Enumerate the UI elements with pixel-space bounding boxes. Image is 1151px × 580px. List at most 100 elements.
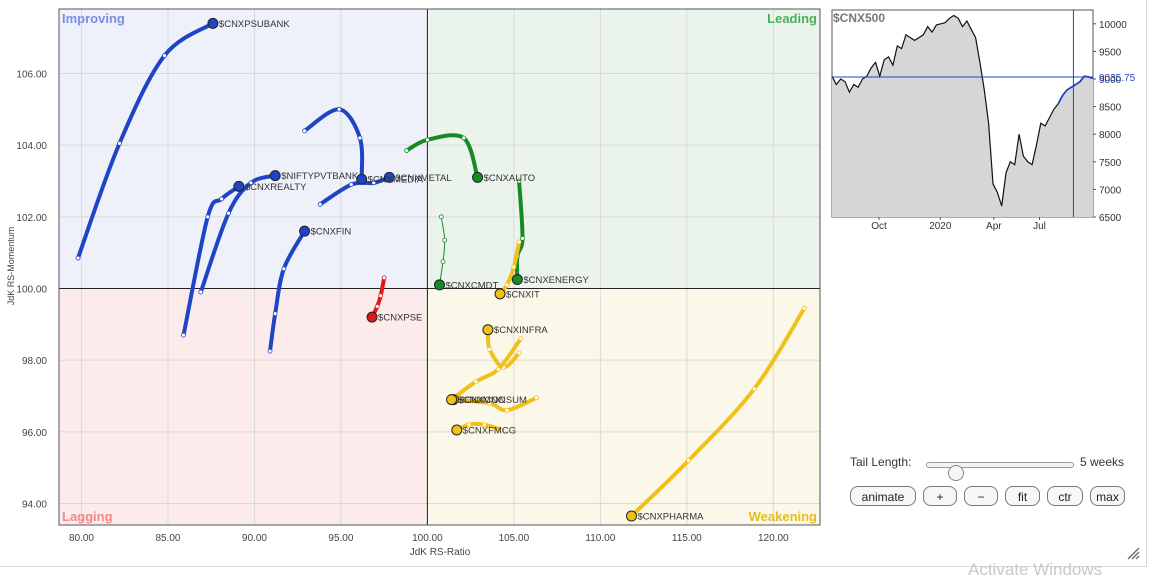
quadrant-label-leading: Leading [767, 11, 817, 26]
tail-point [516, 178, 522, 184]
tail-point [520, 235, 525, 241]
head-cnxpharma[interactable] [625, 510, 637, 522]
mini-chart-title: $CNX500 [833, 11, 885, 25]
tail-point [516, 239, 522, 245]
tail-point [117, 140, 122, 146]
mini-y-tick-label: 6500 [1099, 213, 1122, 224]
controls-panel: Tail Length: 5 weeks animate + − fit ctr… [850, 452, 1130, 522]
heads [207, 17, 637, 522]
max-button[interactable]: max [1090, 486, 1125, 506]
x-tick-label: 80.00 [69, 533, 94, 544]
tail-point [248, 180, 254, 186]
tail-length-label: Tail Length: [850, 455, 912, 469]
tail-point [219, 196, 224, 202]
animate-button[interactable]: animate [850, 486, 916, 506]
tail-point [518, 336, 524, 342]
activate-windows-watermark: Activate Windows [968, 560, 1103, 579]
y-tick-label: 94.00 [22, 500, 47, 511]
zoom-in-button[interactable]: + [923, 486, 957, 506]
mini-x-tick-label: 2020 [929, 221, 952, 232]
tail-cnxrealty [181, 184, 241, 338]
quadrant-backgrounds [59, 9, 820, 525]
tail-cnxfin [268, 229, 307, 354]
tail-point [381, 275, 387, 281]
tail-point [442, 237, 448, 243]
index-line [831, 14, 1059, 207]
tail-point [504, 407, 510, 413]
tail-point [336, 106, 342, 112]
zoom-out-button[interactable]: − [964, 486, 998, 506]
tail-point [466, 422, 472, 428]
series-label: $CNXPHARMA [637, 512, 704, 523]
head-cnxpsubank[interactable] [207, 17, 219, 29]
y-tick-label: 98.00 [22, 356, 47, 367]
head-cnxmetal[interactable] [383, 171, 395, 183]
mini-y-tick-label: 9500 [1099, 47, 1122, 58]
y-tick-label: 96.00 [22, 428, 47, 439]
series-label: $CNXMEDIA [368, 175, 424, 186]
tail-point [686, 458, 691, 463]
y-tick-label: 104.00 [16, 141, 47, 152]
head-cnxauto[interactable] [472, 171, 484, 183]
tail-point [357, 135, 363, 141]
x-tick-label: 105.00 [499, 533, 530, 544]
tail-point [378, 293, 384, 299]
mini-x-tick-label: Jul [1033, 221, 1046, 232]
head-cnxfin[interactable] [299, 225, 311, 237]
tail-point [281, 266, 287, 272]
series-label: $CNXIT [506, 289, 540, 300]
tail-length-slider-thumb[interactable] [948, 465, 965, 481]
head-cnxrealty[interactable] [233, 180, 245, 192]
head-cnxinfra[interactable] [482, 324, 494, 336]
series-label: $CNXAUTO [484, 173, 536, 184]
series-label: $CNXMNC [458, 395, 505, 406]
tail-cnxauto [404, 133, 480, 180]
mini-x-tick-label: Oct [871, 221, 887, 232]
tail-point [487, 347, 493, 352]
head-cnxfmcg[interactable] [451, 424, 463, 436]
mini-y-tick-label: 9000 [1099, 75, 1122, 86]
head-cnxmedia[interactable] [356, 173, 368, 185]
head-cnxmnc[interactable] [446, 394, 458, 406]
fit-button[interactable]: fit [1005, 486, 1040, 506]
tail-point [371, 180, 377, 186]
tail-point [162, 53, 167, 58]
last-value-label: 9035.75 [1099, 73, 1136, 84]
mini-plot-area: 10000 9500 9000 8500 8000 7500 7000 6500 9035.75… [831, 9, 1136, 232]
tail-point [226, 210, 231, 216]
head-niftypvtbank[interactable] [269, 170, 281, 182]
series-label: $CNXFMCG [463, 426, 516, 437]
tail-cnxpharma [629, 306, 807, 518]
series-label: $CNXINFRA [494, 325, 549, 336]
tail-length-row: Tail Length: 5 weeks [850, 454, 1130, 481]
tail-point [751, 386, 757, 392]
resize-handle-icon[interactable] [1126, 546, 1140, 560]
head-cnxenergy[interactable] [511, 274, 523, 286]
tail-point [802, 305, 807, 311]
tail-cnxconsum [451, 395, 539, 413]
head-cnxit[interactable] [494, 288, 506, 300]
tail-point [499, 427, 505, 433]
tail-cnxfmcg [454, 422, 504, 433]
x-tick-label: 100.00 [412, 533, 443, 544]
tail-point [348, 182, 354, 187]
series-label: $CNXCONSUM [459, 395, 527, 406]
x-tick-label: 120.00 [758, 533, 789, 544]
tail-point [504, 282, 510, 288]
tail-point [302, 128, 307, 134]
head-cnxpse[interactable] [366, 311, 378, 323]
tail-point [424, 137, 430, 143]
tail-cnxinfra [485, 327, 522, 370]
head-cnxcmdt[interactable] [434, 279, 445, 291]
series-label: $NIFTYPVTBANK [281, 171, 359, 182]
y-tick-label: 102.00 [16, 213, 47, 224]
tail-length-slider[interactable] [926, 462, 1074, 481]
tail-cnxmnc [449, 336, 523, 402]
tail-point [533, 395, 539, 401]
quadrant-label-improving: Improving [62, 11, 125, 26]
center-button[interactable]: ctr [1047, 486, 1083, 506]
x-axis-label: JdK RS-Ratio [410, 547, 471, 558]
axes: 80.00 85.00 90.00 95.00 100.00 105.00 110.00 11… [16, 8, 821, 544]
tail-point [198, 289, 204, 295]
series-label: $CNXPSE [378, 313, 422, 324]
